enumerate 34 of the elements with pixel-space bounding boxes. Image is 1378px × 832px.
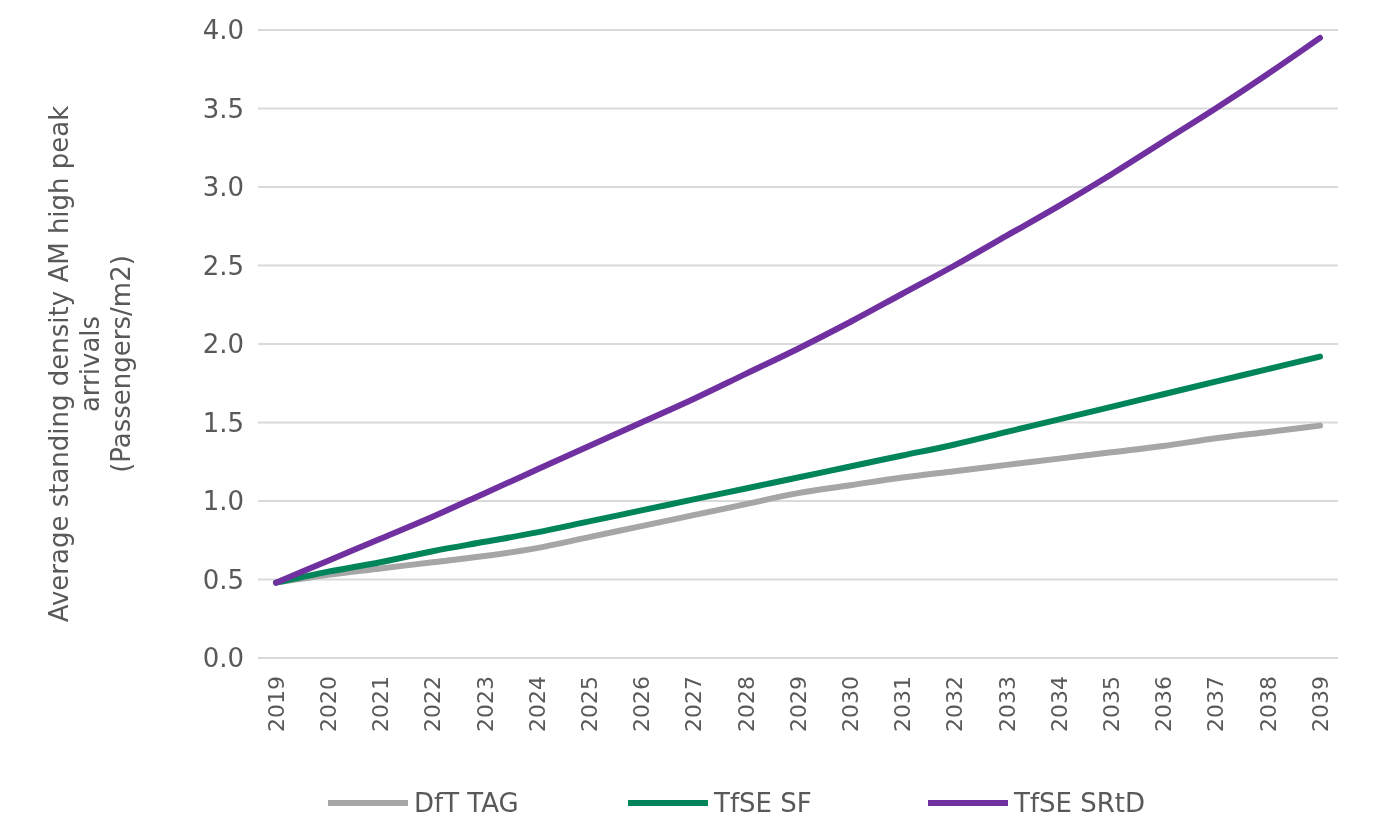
legend-label: TfSE SF <box>713 788 812 818</box>
y-tick-label: 3.5 <box>202 93 244 124</box>
x-tick-label: 2039 <box>1307 676 1333 732</box>
x-tick-label: 2028 <box>733 676 759 732</box>
y-tick-label: 2.0 <box>202 329 244 360</box>
legend-label: TfSE SRtD <box>1013 788 1146 818</box>
legend-label: DfT TAG <box>414 788 519 818</box>
x-tick-label: 2020 <box>315 676 341 732</box>
x-tick-label: 2027 <box>681 676 707 732</box>
y-tick-label: 3.0 <box>202 172 244 203</box>
x-tick-label: 2026 <box>629 676 655 732</box>
x-tick-label: 2029 <box>785 676 811 732</box>
y-axis-title: Average standing density AM high peak arrivals (Passengers/m2) <box>44 105 137 623</box>
x-tick-label: 2025 <box>576 676 602 732</box>
y-tick-label: 4.0 <box>202 15 244 46</box>
x-tick-label: 2022 <box>420 676 446 732</box>
x-tick-label: 2038 <box>1255 676 1281 732</box>
y-tick-label: 1.5 <box>202 407 244 438</box>
x-tick-label: 2023 <box>472 676 498 732</box>
y-tick-label: 0.0 <box>202 643 244 674</box>
x-tick-label: 2036 <box>1151 676 1177 732</box>
y-tick-label: 2.5 <box>202 250 244 281</box>
x-tick-label: 2033 <box>994 676 1020 732</box>
x-tick-label: 2035 <box>1098 676 1124 732</box>
y-tick-label: 1.0 <box>202 486 244 517</box>
x-tick-label: 2032 <box>942 676 968 732</box>
x-tick-label: 2034 <box>1046 676 1072 732</box>
y-tick-label: 0.5 <box>202 564 244 595</box>
x-tick-label: 2019 <box>263 676 289 732</box>
x-tick-label: 2030 <box>837 676 863 732</box>
x-tick-label: 2031 <box>890 676 916 732</box>
x-tick-label: 2024 <box>524 676 550 732</box>
x-tick-label: 2021 <box>368 676 394 732</box>
x-tick-label: 2037 <box>1203 676 1229 732</box>
